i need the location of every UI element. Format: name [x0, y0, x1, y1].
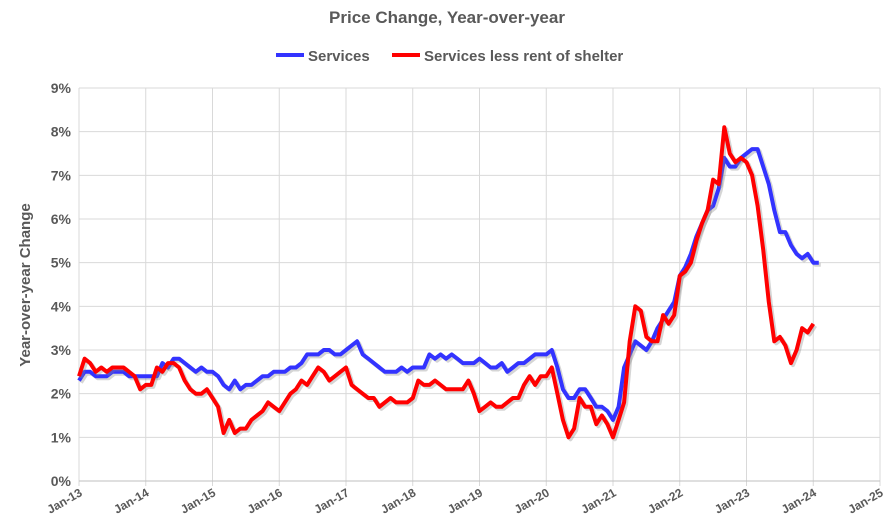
- y-tick-label: 7%: [51, 167, 72, 183]
- x-tick-label: Jan-13: [45, 485, 85, 516]
- legend-label-services-less-rent: Services less rent of shelter: [424, 48, 623, 65]
- y-tick-label: 4%: [51, 298, 72, 314]
- y-tick-label: 9%: [51, 80, 72, 96]
- y-tick-label: 1%: [51, 429, 72, 445]
- x-tick-label: Jan-14: [111, 485, 151, 516]
- y-tick-label: 3%: [51, 342, 72, 358]
- x-tick-label: Jan-18: [378, 485, 418, 516]
- x-tick-label: Jan-21: [579, 485, 619, 516]
- x-tick-label: Jan-19: [445, 485, 485, 516]
- x-tick-label: Jan-15: [178, 485, 218, 516]
- x-tick-label: Jan-20: [512, 485, 552, 516]
- y-tick-label: 6%: [51, 211, 72, 227]
- y-axis-label: Year-over-year Change: [17, 203, 34, 366]
- legend-label-services: Services: [308, 48, 370, 65]
- legend: Services Services less rent of shelter: [276, 48, 623, 65]
- y-tick-label: 2%: [51, 386, 72, 402]
- x-tick-label: Jan-25: [846, 485, 886, 516]
- series-line-services-less-rent: [77, 125, 815, 440]
- x-tick-label: Jan-17: [312, 485, 352, 516]
- y-tick-label: 8%: [51, 124, 72, 140]
- x-tick-label: Jan-22: [645, 485, 685, 516]
- x-tick-label: Jan-16: [245, 485, 285, 516]
- x-tick-label: Jan-24: [779, 485, 819, 516]
- series-line-services: [77, 147, 819, 422]
- y-tick-label: 5%: [51, 255, 72, 271]
- chart-title: Price Change, Year-over-year: [329, 8, 565, 27]
- x-tick-label: Jan-23: [712, 485, 752, 516]
- y-tick-label: 0%: [51, 473, 72, 489]
